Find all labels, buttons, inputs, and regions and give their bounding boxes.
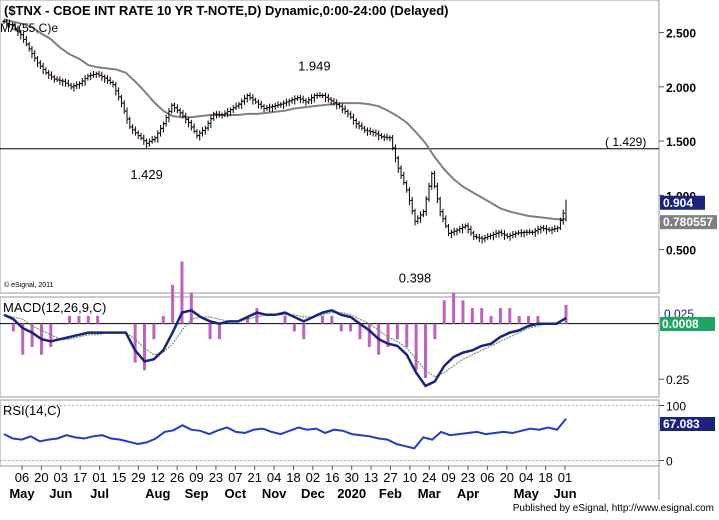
annotation-low-aug: 1.429 (130, 167, 163, 182)
annotation-high: 1.949 (298, 58, 331, 73)
price-panel-frame (0, 0, 660, 294)
x-month-label: Sep (185, 486, 209, 501)
x-month-label: May (514, 486, 540, 501)
ma-label: MA(55,C)e (0, 21, 58, 35)
x-month-label: Jul (90, 486, 109, 501)
ma-value: 0.780557 (663, 215, 713, 229)
ma-value-badge (660, 215, 717, 230)
x-tick-label: 10 (403, 470, 417, 485)
x-tick-label: 01 (92, 470, 106, 485)
x-tick-label: 15 (112, 470, 126, 485)
x-tick-label: 29 (131, 470, 145, 485)
price-y-tick-label: 2.000 (666, 81, 696, 95)
price-bar (561, 209, 566, 225)
x-month-label: Dec (301, 486, 325, 501)
x-tick-label: 20 (34, 470, 48, 485)
published-by: Published by eSignal, http://www.esignal… (513, 503, 714, 514)
price-y-tick-label: 1.500 (666, 135, 696, 149)
x-tick-label: 06 (15, 470, 29, 485)
x-tick-label: 03 (54, 470, 68, 485)
chart-title: ($TNX - CBOE INT RATE 10 YR T-NOTE,D) Dy… (4, 3, 449, 18)
macd-layer (0, 261, 659, 388)
x-tick-label: 18 (538, 470, 552, 485)
x-tick-label: 16 (325, 470, 339, 485)
macd-signal-line (3, 312, 567, 378)
x-month-label: Oct (224, 486, 246, 501)
price-bars (2, 18, 567, 244)
x-tick-label: 12 (151, 470, 165, 485)
x-tick-label: 26 (170, 470, 184, 485)
x-tick-label: 09 (441, 470, 455, 485)
macd-y-tick-label: 0.25 (666, 373, 690, 387)
x-tick-label: 27 (383, 470, 397, 485)
macd-line (3, 308, 567, 388)
x-tick-label: 04 (267, 470, 281, 485)
x-month-label: Feb (379, 486, 402, 501)
x-tick-label: 23 (209, 470, 223, 485)
support-line-label: ( 1.429) (605, 135, 646, 149)
x-tick-label: 18 (286, 470, 300, 485)
x-month-label: Nov (262, 486, 287, 501)
x-tick-label: 13 (364, 470, 378, 485)
x-tick-label: 30 (344, 470, 358, 485)
x-month-label: Mar (418, 486, 441, 501)
x-tick-label: 04 (519, 470, 533, 485)
rsi-title: RSI(14,C) (3, 403, 61, 418)
copyright-text: © eSignal, 2011 (4, 281, 54, 289)
price-y-tick-label: 2.500 (666, 27, 696, 41)
hist-value-badge (660, 317, 715, 331)
x-tick-label: 01 (558, 470, 572, 485)
rsi-line (3, 418, 567, 450)
x-tick-label: 02 (306, 470, 320, 485)
x-month-label: Jun (49, 486, 72, 501)
x-tick-label: 06 (480, 470, 494, 485)
last-price-badge (660, 195, 705, 210)
hist-value: 0.0008 (662, 317, 699, 331)
rsi-value-badge (660, 417, 715, 431)
macd-title: MACD(12,26,9,C) (3, 300, 106, 315)
x-tick-label: 17 (73, 470, 87, 485)
x-month-label: Jun (553, 486, 576, 501)
last-price-value: 0.904 (663, 196, 693, 210)
rsi-layer (0, 405, 659, 461)
price-y-tick-label: 0.500 (666, 244, 696, 258)
macd-panel-frame (0, 296, 660, 398)
x-month-label: 2020 (337, 486, 366, 501)
x-tick-label: 20 (500, 470, 514, 485)
x-tick-label: 21 (247, 470, 261, 485)
annotation-low-mar: 0.398 (399, 271, 432, 286)
x-tick-label: 07 (228, 470, 242, 485)
x-month-label: Apr (457, 486, 479, 501)
x-tick-label: 09 (189, 470, 203, 485)
axis-layer: 2.5002.0001.5001.0000.5000.2510000620031… (9, 27, 696, 501)
x-tick-label: 24 (422, 470, 436, 485)
rsi-value: 67.083 (663, 417, 700, 431)
rsi-y-tick-label: 0 (666, 455, 673, 469)
x-month-label: May (9, 486, 35, 501)
x-month-label: Aug (145, 486, 170, 501)
x-tick-label: 23 (461, 470, 475, 485)
ma-layer (3, 18, 567, 221)
ma55-line (3, 18, 567, 221)
rsi-y-tick-label: 100 (666, 400, 686, 414)
rsi-panel-frame (0, 399, 660, 467)
